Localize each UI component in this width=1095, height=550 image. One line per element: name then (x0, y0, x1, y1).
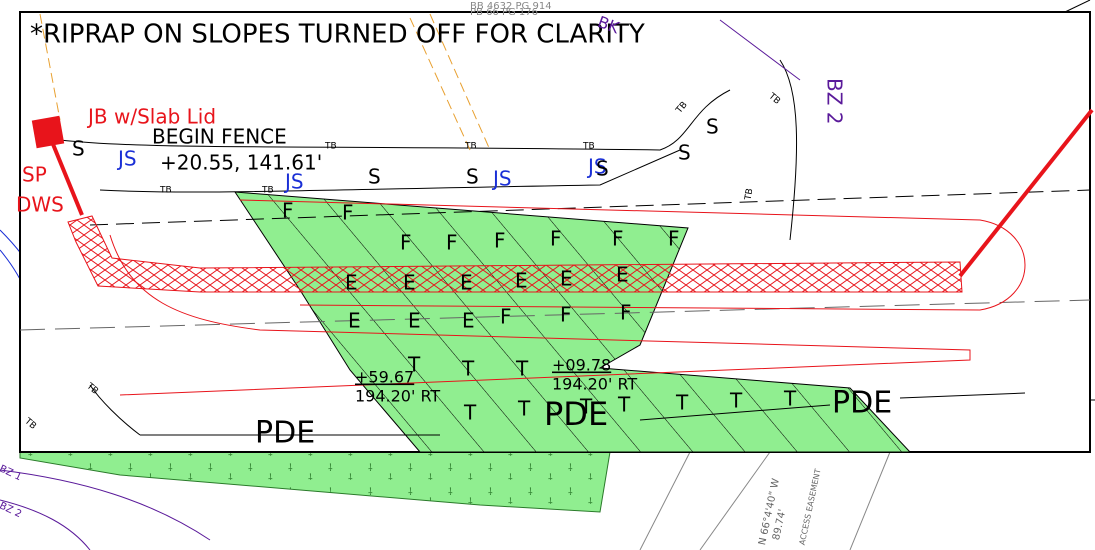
area-label: F (620, 301, 632, 325)
area-label: E (460, 271, 473, 295)
station-label: +09.78 (552, 356, 611, 375)
note: *RIPRAP ON SLOPES TURNED OFF FOR CLARITY (30, 20, 645, 50)
structure-label: SP (22, 163, 47, 187)
tb-label: TB (159, 186, 172, 196)
pde-label: PDE (544, 395, 608, 433)
s-label: S (596, 157, 609, 181)
area-label: T (463, 401, 477, 425)
structure-label: DWS (16, 193, 64, 217)
area-label: F (560, 303, 572, 327)
area-label: F (500, 305, 512, 329)
area-label: F (494, 229, 506, 253)
area-label: E (560, 267, 573, 291)
area-label: T (515, 357, 529, 381)
area-label: E (515, 269, 528, 293)
tb-label: TB (464, 142, 477, 152)
area-label: F (668, 227, 680, 251)
area-label: T (675, 391, 689, 415)
area-label: E (403, 271, 416, 295)
s-label: S (678, 141, 691, 165)
area-label: E (462, 309, 475, 333)
zone-label: BZ 1 (0, 463, 23, 483)
area-label: T (729, 389, 743, 413)
pde-label: PDE (832, 386, 892, 421)
easement-label: ACCESS EASEMENT (798, 468, 823, 546)
tb-label: TB (582, 142, 595, 152)
s-label: S (706, 115, 719, 139)
station-label: +59.67 (355, 368, 414, 387)
area-label: E (616, 263, 629, 287)
area-label: T (517, 397, 531, 421)
area-label: T (461, 357, 475, 381)
area-label: F (446, 231, 458, 255)
plat-ref: PB 66 PG 176 (470, 7, 538, 18)
junction-box (32, 116, 64, 148)
area-label: F (612, 227, 624, 251)
area-label: F (282, 199, 294, 223)
tb-label: TB (324, 142, 337, 152)
offset-label: 194.20' RT (355, 387, 440, 406)
area-label: F (550, 227, 562, 251)
area-label: T (783, 387, 797, 411)
area-label: F (400, 231, 412, 255)
pde-label: PDE (255, 416, 315, 451)
area-label: E (348, 309, 361, 333)
area-label: T (617, 393, 631, 417)
area-label: F (342, 201, 354, 225)
zone-label: BZ 2 (823, 78, 847, 125)
plan-sheet: ⸸ ⸸ *RIPRAP ON SLOPES (0, 0, 1095, 550)
area-label: E (345, 271, 358, 295)
fence-label: BEGIN FENCE (152, 125, 287, 149)
js-label: JS (116, 147, 137, 171)
js-label: JS (283, 170, 304, 194)
s-label: S (368, 165, 381, 189)
offset-label: 194.20' RT (552, 375, 637, 394)
area-label: E (408, 309, 421, 333)
js-label: JS (491, 167, 512, 191)
s-label: S (466, 165, 479, 189)
tb-label: TB (261, 186, 274, 196)
s-label: S (72, 137, 85, 161)
